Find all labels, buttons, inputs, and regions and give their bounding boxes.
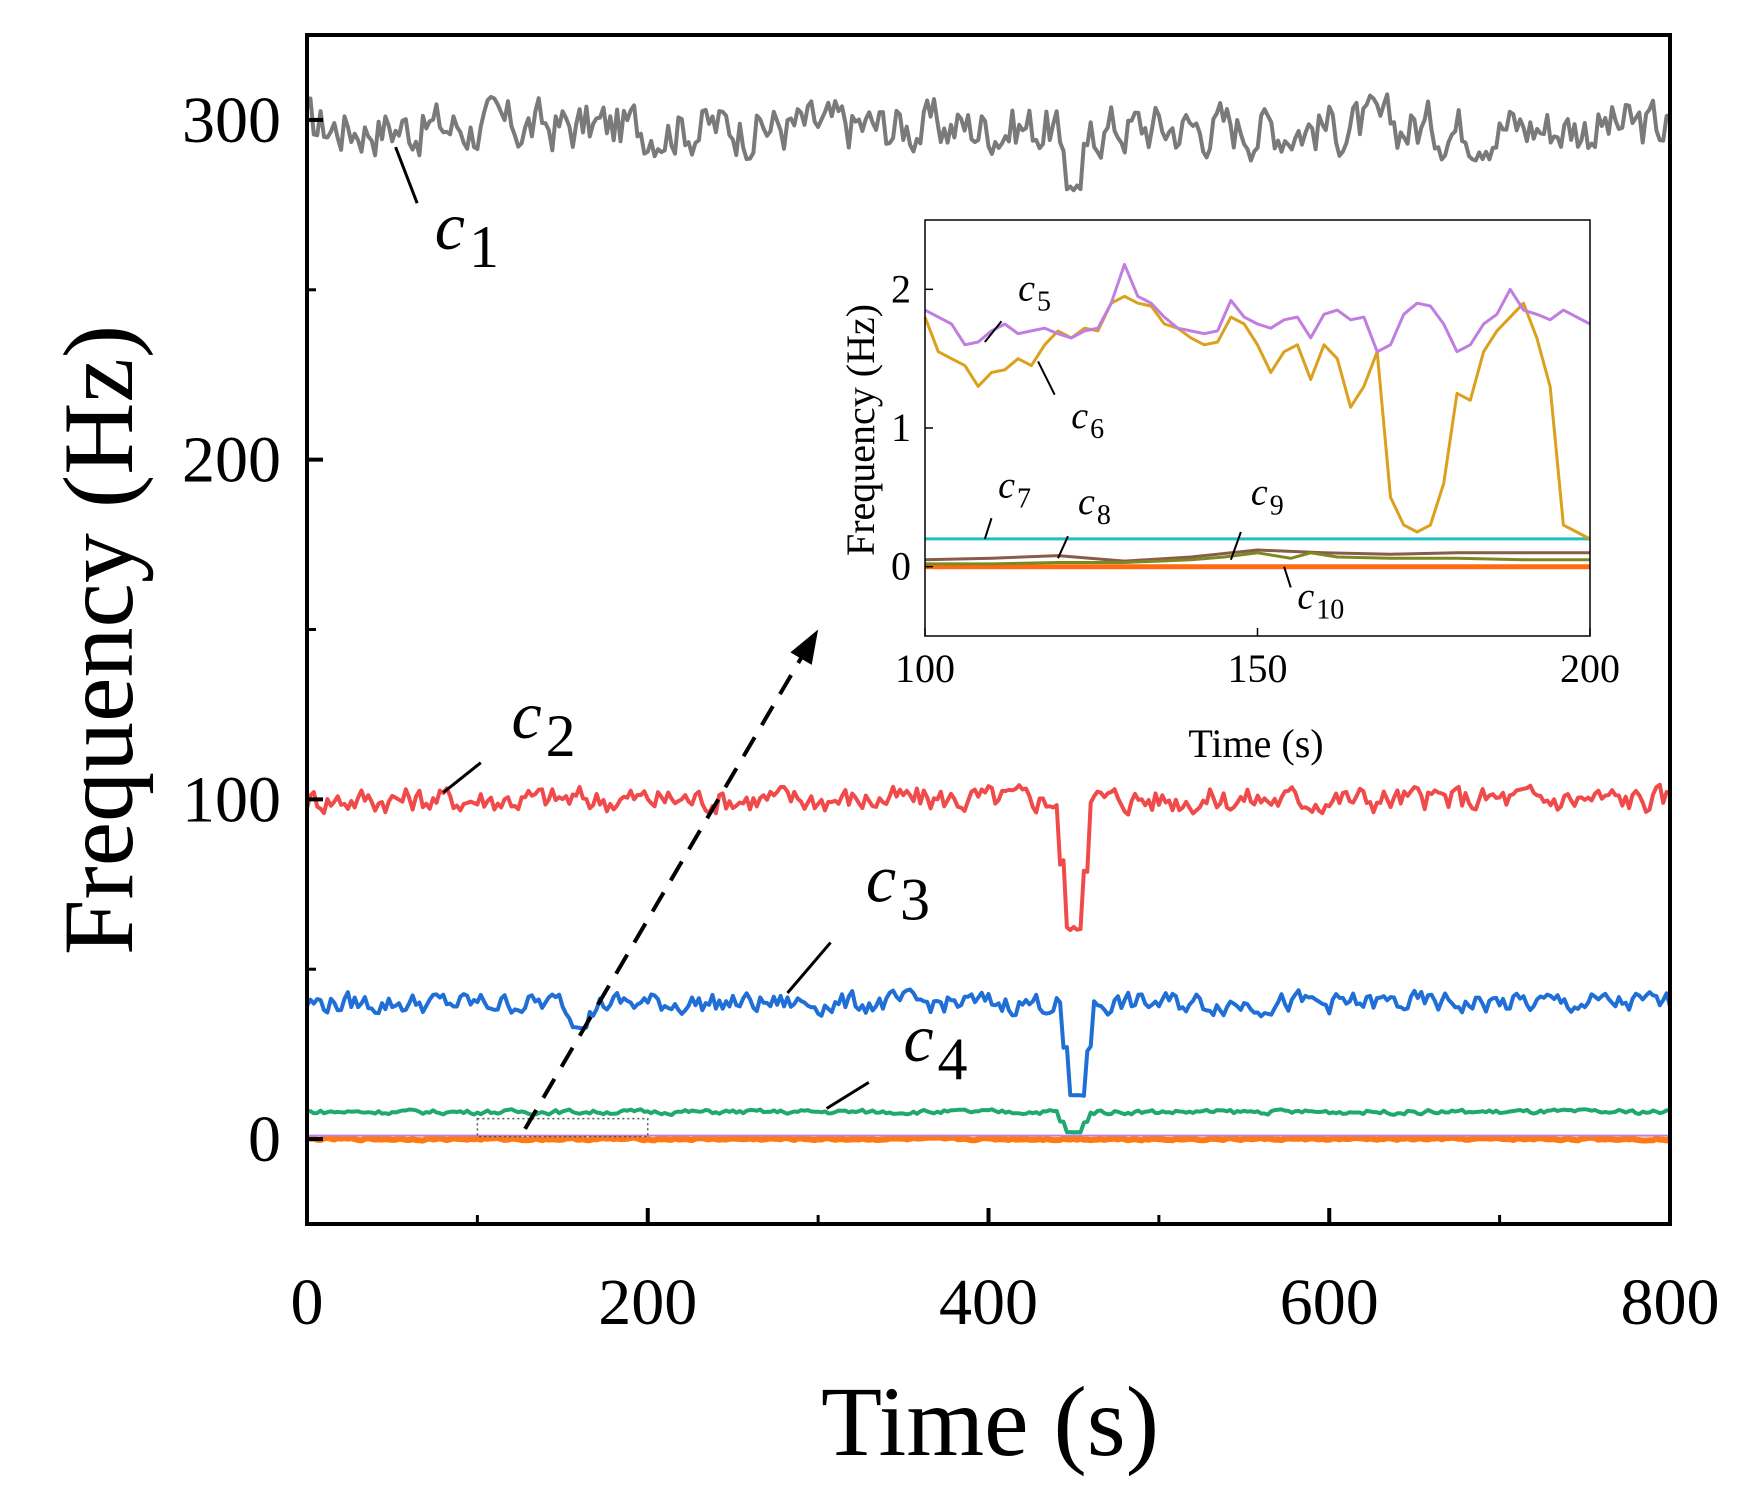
main-label-pointer-c3 [786,941,832,994]
main-curve-label-c1: c1 [435,188,499,280]
inset-label-pointer-c8 [1057,535,1069,559]
inset-label-pointer-c5 [984,320,1003,343]
inset-curve-label-c5: c5 [1018,267,1051,317]
inset-series-c8 [924,548,1590,563]
main-y-tick-label: 200 [182,424,281,497]
main-label-pointer-c1 [394,146,419,204]
main-curve-label-c4: c4 [903,1000,967,1092]
main-x-tick-label: 600 [1280,1266,1379,1339]
zoom-region-box [476,1117,649,1138]
inset-series-c9 [925,551,1590,566]
main-y-tick-label: 100 [182,763,281,836]
main-x-tick-label: 200 [598,1266,697,1339]
main-x-tick-label: 400 [939,1266,1038,1339]
inset-x-tick-label: 200 [1560,646,1620,691]
main-series-c1 [305,92,1671,193]
inset-label-pointer-c6 [1037,360,1056,396]
main-label-pointer-c4 [825,1081,870,1110]
main-y-tick-label: 0 [248,1103,281,1176]
inset-y-tick-label: 2 [891,266,911,311]
main-label-pointer-c2 [442,761,482,794]
main-curve-label-c3: c3 [866,840,930,932]
inset-label-pointer-c10 [1283,566,1292,588]
main-series-c4 [306,1107,1671,1135]
main-x-tick-label: 0 [291,1266,324,1339]
zoom-arrow-line [523,648,808,1130]
inset-curve-label-c6: c6 [1071,395,1104,445]
zoom-arrow-head [790,629,819,665]
main-series-low [306,1134,1672,1144]
inset-y-axis-title: Frequency (Hz) [838,304,883,556]
inset-x-axis-title: Time (s) [1188,721,1323,766]
main-y-tick-label: 300 [182,84,281,157]
inset-label-pointer-c9 [1229,531,1242,561]
inset-curve-label-c7: c7 [998,464,1031,514]
main-series-c2 [305,782,1671,932]
inset-y-tick-label: 1 [891,405,911,450]
inset-label-pointer-c7 [983,517,993,540]
main-series-c3 [305,987,1672,1098]
inset-series-c5 [924,262,1591,354]
main-curve-label-c2: c2 [511,677,575,769]
main-x-tick-label: 800 [1621,1266,1720,1339]
inset-series-c6 [923,294,1591,541]
inset-y-tick-label: 0 [891,544,911,589]
main-y-axis-title: Frequency (Hz) [43,325,154,955]
inset-x-tick-label: 100 [895,646,955,691]
main-x-axis-title: Time (s) [821,1366,1159,1477]
inset-x-tick-label: 150 [1228,646,1288,691]
